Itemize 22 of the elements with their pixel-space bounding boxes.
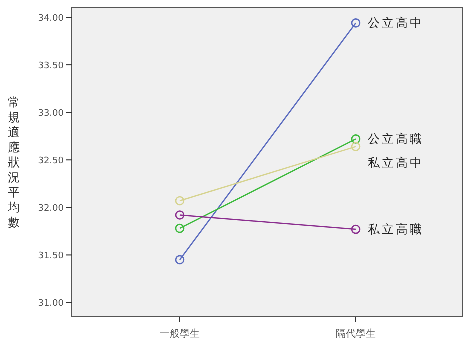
point <box>351 224 361 234</box>
point <box>175 224 185 234</box>
point <box>175 210 185 220</box>
point <box>175 255 185 265</box>
series-label: 公立高職 <box>368 132 424 146</box>
series-label: 公立高中 <box>368 16 424 30</box>
y-tick-label: 31.50 <box>38 252 64 262</box>
point <box>175 196 185 206</box>
point <box>351 134 361 144</box>
y-tick-label: 32.00 <box>38 204 64 214</box>
y-tick-label: 31.00 <box>38 299 64 310</box>
series-label: 私立高職 <box>368 222 424 237</box>
text: 常規適應狀況平均數 <box>8 96 20 230</box>
point <box>351 142 361 152</box>
y-tick-label: 33.50 <box>38 62 64 72</box>
y-tick-label: 32.50 <box>38 156 64 167</box>
series-label: 私立高中 <box>368 156 424 170</box>
y-tick-label: 34.00 <box>38 14 64 24</box>
y-tick-label: 33.00 <box>38 109 64 120</box>
x-tick-label: 隔代學生 <box>336 328 376 340</box>
x-tick-label: 一般學生 <box>160 328 200 340</box>
point <box>351 18 361 28</box>
